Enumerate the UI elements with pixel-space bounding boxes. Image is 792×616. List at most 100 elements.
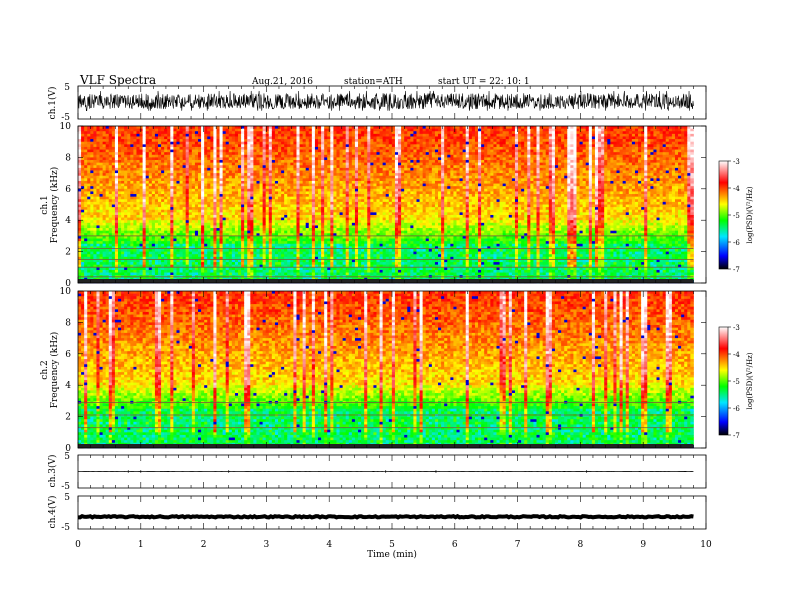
ch1-spectrogram-cell — [303, 191, 306, 194]
ch1-spectrogram-cell — [93, 207, 96, 210]
ch1-spectrogram-cell — [238, 157, 241, 160]
ch1-spectrogram-cell — [198, 181, 201, 184]
ch1-spectrogram-cell — [226, 176, 229, 179]
ch1-spectrogram-cell — [290, 173, 293, 176]
ch1-spectrogram-cell — [213, 131, 216, 134]
ch1-spectrogram-cell — [247, 223, 250, 226]
ch1-spectrogram-cell — [140, 210, 143, 213]
ch1-spectrogram-cell — [290, 223, 293, 226]
ch1-spectrogram-cell — [216, 144, 219, 147]
ch1-spectrogram-cell — [155, 270, 158, 273]
ch1-spectrogram-cell — [158, 157, 161, 160]
ch1-spectrogram-cell — [127, 270, 130, 273]
ch1-spectrogram-cell — [223, 184, 226, 187]
ch1-spectrogram-cell — [103, 136, 106, 139]
ch1-spectrogram-cell — [318, 160, 321, 163]
ch1-spectrogram-cell — [115, 199, 118, 202]
ch1-spectrogram-cell — [318, 181, 321, 184]
ch1-waveform-trace — [78, 91, 693, 111]
ch1-spectrogram-cell — [210, 218, 213, 221]
ch1-spectrogram-cell — [263, 189, 266, 192]
ch1-spectrogram-cell — [112, 252, 115, 255]
ch1-spectrogram-cell — [281, 244, 284, 247]
ch1-spectrogram-cell — [281, 223, 284, 226]
ch1-spectrogram-cell — [226, 181, 229, 184]
ch1-spectrogram-cell — [207, 165, 210, 168]
ch1-spectrogram-cell — [312, 147, 315, 150]
ch1-spectrogram-cell — [155, 262, 158, 265]
ch1-spectrogram-cell — [121, 134, 124, 137]
ch1-spectrogram-cell — [244, 152, 247, 155]
ch1-spectrogram-cell — [198, 218, 201, 221]
ch1-spectrogram-cell — [278, 126, 281, 129]
ch1-spectrogram-cell — [115, 194, 118, 197]
ch1-spectrogram-cell — [146, 181, 149, 184]
ch1-spectrogram-cell — [287, 218, 290, 221]
ch1-spectrogram-cell — [226, 231, 229, 234]
ch1-spectrogram-cell — [84, 270, 87, 273]
ch1-spectrogram-cell — [84, 160, 87, 163]
ch1-spectrogram-cell — [266, 244, 269, 247]
ch1-spectrogram-cell — [321, 210, 324, 213]
ch1-spectrogram-cell — [161, 139, 164, 142]
ch1-spectrogram-cell — [290, 262, 293, 265]
ch1-spectrogram-cell — [296, 155, 299, 158]
ch1-spectrogram-cell — [232, 220, 235, 223]
ch1-spectrogram-cell — [204, 225, 207, 228]
ch1-spectrogram-cell — [183, 150, 186, 153]
ch1-spectrogram-cell — [149, 228, 152, 231]
ch1-spectrogram-cell — [115, 210, 118, 213]
ch1-spectrogram-cell — [127, 157, 130, 160]
ch1-spectrogram-cell — [140, 186, 143, 189]
ch1-spectrogram-cell — [207, 202, 210, 205]
ch1-spectrogram-cell — [318, 207, 321, 210]
ch1-spectrogram-cell — [309, 139, 312, 142]
ch1-spectrogram-cell — [90, 199, 93, 202]
ch1-spectrogram-cell — [241, 191, 244, 194]
ch1-spectrogram-cell — [170, 270, 173, 273]
ch1-spectrogram-cell — [256, 202, 259, 205]
ch1-spectrogram-cell — [167, 223, 170, 226]
ch1-spectrogram-cell — [127, 210, 130, 213]
ch1-spectrogram-cell — [133, 189, 136, 192]
ch1-spectrogram-cell — [278, 142, 281, 145]
ch1-spectrogram-cell — [189, 207, 192, 210]
ch1-spectrogram-cell — [216, 244, 219, 247]
ch1-spectrogram-cell — [266, 205, 269, 208]
ch1-spectrogram-cell — [115, 202, 118, 205]
ch1-spectrogram-cell — [235, 160, 238, 163]
ch1-spectrogram-cell — [93, 210, 96, 213]
ch1-spectrogram-cell — [284, 173, 287, 176]
ch1-spectrogram-cell — [195, 163, 198, 166]
ch1-spectrogram-cell — [256, 241, 259, 244]
ch1-spectrogram-cell — [293, 189, 296, 192]
ch1-spectrogram-cell — [81, 165, 84, 168]
ch1-spectrogram-cell — [220, 231, 223, 234]
ch1-spectrogram-cell — [100, 270, 103, 273]
ch1-spectrogram-cell — [192, 270, 195, 273]
ch1-spectrogram-cell — [90, 152, 93, 155]
ch1-spectrogram-cell — [275, 184, 278, 187]
ch1-spectrogram-cell — [195, 136, 198, 139]
ch1-spectrogram-cell — [149, 244, 152, 247]
ch1-spectrogram-cell — [173, 126, 176, 129]
ch1-spectrogram-cell — [130, 223, 133, 226]
ch1-spectrogram-cell — [109, 144, 112, 147]
ch1-spectrogram-cell — [210, 155, 213, 158]
ch1-spectrogram-cell — [281, 165, 284, 168]
ch1-spectrogram-cell — [315, 144, 318, 147]
ch1-spectrogram-cell — [293, 197, 296, 200]
ch1-spectrogram-cell — [115, 170, 118, 173]
ch1-spectrogram-cell — [183, 218, 186, 221]
ch1-spectrogram-cell — [127, 160, 130, 163]
ch1-spectrogram-cell — [315, 189, 318, 192]
ch1-spectrogram-cell — [201, 212, 204, 215]
ch1-spectrogram-cell — [293, 131, 296, 134]
ch1-spectrogram-cell — [309, 126, 312, 129]
ch1-spectrogram-cell — [103, 163, 106, 166]
ch1-spectrogram-cell — [324, 273, 327, 276]
ch1-spectrogram-cell — [303, 249, 306, 252]
ch1-spectrogram-cell — [118, 220, 121, 223]
ch1-spectrogram-cell — [158, 244, 161, 247]
ch1-spectrogram-cell — [324, 225, 327, 228]
